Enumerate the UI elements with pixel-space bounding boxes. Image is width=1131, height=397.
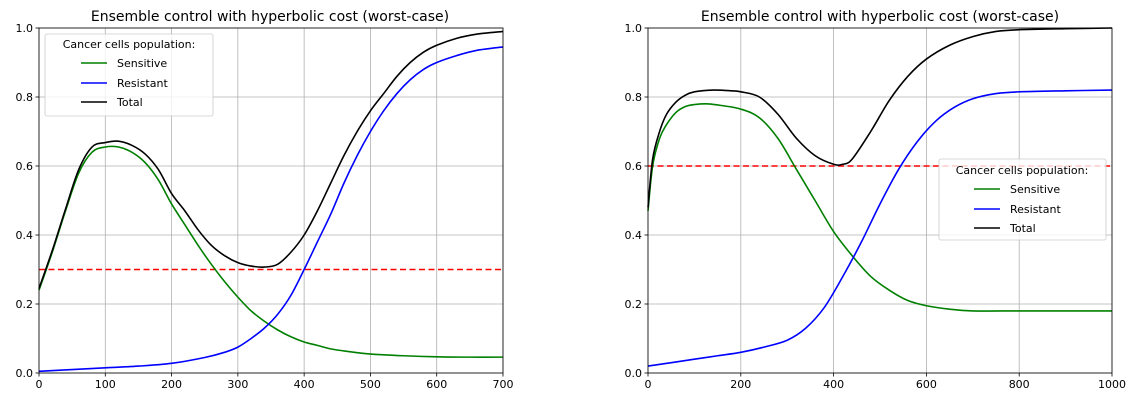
chart-1-legend-box bbox=[44, 33, 214, 117]
chart-2-xtick-label-5: 1000 bbox=[1098, 378, 1126, 391]
chart-2-legend-sensitive: Sensitive bbox=[1010, 183, 1060, 196]
chart-1-xtick-label-0: 0 bbox=[36, 378, 43, 391]
chart-2-ytick-label-1: 0.2 bbox=[625, 298, 643, 311]
chart-1-ytick-label-1: 0.2 bbox=[16, 298, 34, 311]
chart-2-xtick-label-0: 0 bbox=[645, 378, 652, 391]
chart-2-series-total bbox=[647, 27, 1113, 208]
chart-2-title: Ensemble control with hyperbolic cost (w… bbox=[701, 9, 1059, 25]
chart-2-series-sensitive bbox=[647, 103, 1112, 312]
chart-1-series-total bbox=[38, 30, 504, 289]
chart-2-ytick-label-2: 0.4 bbox=[625, 229, 643, 242]
chart-2-legend: Cancer cells population: Sensitive Resis… bbox=[938, 158, 1107, 241]
chart-1-ytick-label-2: 0.4 bbox=[16, 229, 34, 242]
chart-1-legend-resistant: Resistant bbox=[117, 77, 168, 90]
chart-2-series-resistant bbox=[647, 89, 1113, 367]
chart-2-xtick-label-4: 800 bbox=[1009, 378, 1030, 391]
chart-2-ticks: 0 200 400 600 800 1000 0.0 0.2 0.4 0.6 0.8 1.0 bbox=[625, 22, 1127, 391]
chart-1-legend-title: Cancer cells population: bbox=[63, 38, 196, 51]
chart-1-ytick-label-3: 0.6 bbox=[16, 160, 34, 173]
chart-1-title: Ensemble control with hyperbolic cost (w… bbox=[91, 9, 449, 25]
chart-2-legend-box bbox=[938, 158, 1107, 241]
chart-1-series-sensitive bbox=[38, 145, 504, 358]
chart-2-xtick-label-2: 400 bbox=[823, 378, 844, 391]
chart-1-ytick-label-5: 1.0 bbox=[16, 22, 34, 35]
chart-2: Ensemble control with hyperbolic cost (w… bbox=[625, 9, 1127, 391]
chart-1-xtick-label-2: 200 bbox=[161, 378, 182, 391]
chart-1-plot-frame bbox=[38, 27, 504, 374]
chart-2-xtick-label-3: 600 bbox=[916, 378, 937, 391]
chart-2-ytick-label-4: 0.8 bbox=[625, 91, 643, 104]
chart-2-ytick-label-3: 0.6 bbox=[625, 160, 643, 173]
chart-1-xtick-label-5: 500 bbox=[360, 378, 381, 391]
chart-2-legend-total: Total bbox=[1009, 222, 1036, 235]
chart-1-legend-sensitive: Sensitive bbox=[117, 57, 167, 70]
chart-2-xtick-label-1: 200 bbox=[730, 378, 751, 391]
chart-1-ytick-label-0: 0.0 bbox=[16, 367, 34, 380]
chart-1-ticks: 0 100 200 300 400 500 600 700 0.0 0.2 0.4 0.6 0.8 1.0 bbox=[16, 22, 514, 391]
chart-2-series bbox=[647, 27, 1113, 367]
chart-1-series bbox=[38, 30, 504, 373]
chart-2-ytick-label-0: 0.0 bbox=[625, 367, 643, 380]
chart-1-ytick-label-4: 0.8 bbox=[16, 91, 34, 104]
chart-1: Ensemble control with hyperbolic cost (w… bbox=[16, 9, 514, 391]
chart-1-xtick-label-7: 700 bbox=[493, 378, 514, 391]
chart-1-xtick-label-4: 400 bbox=[294, 378, 315, 391]
chart-2-legend-title: Cancer cells population: bbox=[956, 164, 1089, 177]
chart-1-series-resistant bbox=[38, 46, 504, 373]
chart-1-xtick-label-3: 300 bbox=[227, 378, 248, 391]
chart-2-plot-frame bbox=[647, 27, 1113, 374]
chart-1-xtick-label-1: 100 bbox=[95, 378, 116, 391]
chart-1-legend-total: Total bbox=[116, 96, 143, 109]
chart-1-xtick-label-6: 600 bbox=[426, 378, 447, 391]
chart-2-ytick-label-5: 1.0 bbox=[625, 22, 643, 35]
chart-2-legend-resistant: Resistant bbox=[1010, 203, 1061, 216]
chart-1-legend: Cancer cells population: Sensitive Resis… bbox=[44, 33, 214, 117]
